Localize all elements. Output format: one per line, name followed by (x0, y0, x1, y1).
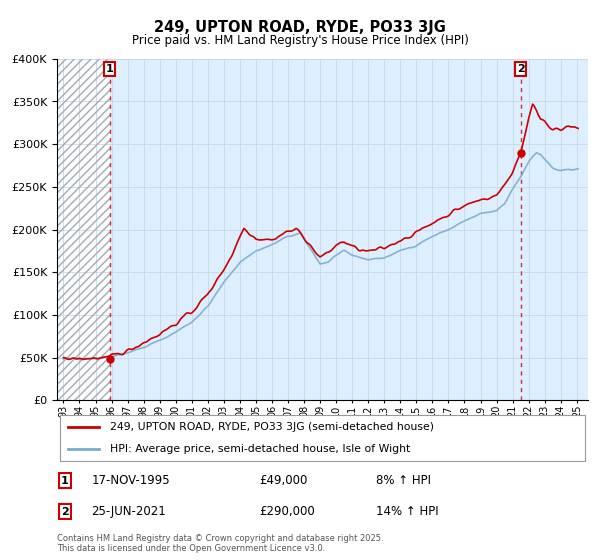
Text: 2: 2 (517, 64, 524, 74)
Text: 1: 1 (106, 64, 113, 74)
Text: 249, UPTON ROAD, RYDE, PO33 3JG: 249, UPTON ROAD, RYDE, PO33 3JG (154, 20, 446, 35)
Text: 25-JUN-2021: 25-JUN-2021 (92, 505, 166, 518)
Text: 2: 2 (61, 507, 69, 517)
Text: £49,000: £49,000 (259, 474, 307, 487)
Text: Contains HM Land Registry data © Crown copyright and database right 2025.
This d: Contains HM Land Registry data © Crown c… (57, 534, 383, 553)
Text: HPI: Average price, semi-detached house, Isle of Wight: HPI: Average price, semi-detached house,… (110, 444, 410, 454)
Text: £290,000: £290,000 (259, 505, 314, 518)
Text: 249, UPTON ROAD, RYDE, PO33 3JG (semi-detached house): 249, UPTON ROAD, RYDE, PO33 3JG (semi-de… (110, 422, 434, 432)
FancyBboxPatch shape (59, 416, 586, 461)
Text: 17-NOV-1995: 17-NOV-1995 (92, 474, 170, 487)
Text: 1: 1 (61, 475, 69, 486)
Text: Price paid vs. HM Land Registry's House Price Index (HPI): Price paid vs. HM Land Registry's House … (131, 34, 469, 46)
Text: 8% ↑ HPI: 8% ↑ HPI (376, 474, 431, 487)
Text: 14% ↑ HPI: 14% ↑ HPI (376, 505, 438, 518)
